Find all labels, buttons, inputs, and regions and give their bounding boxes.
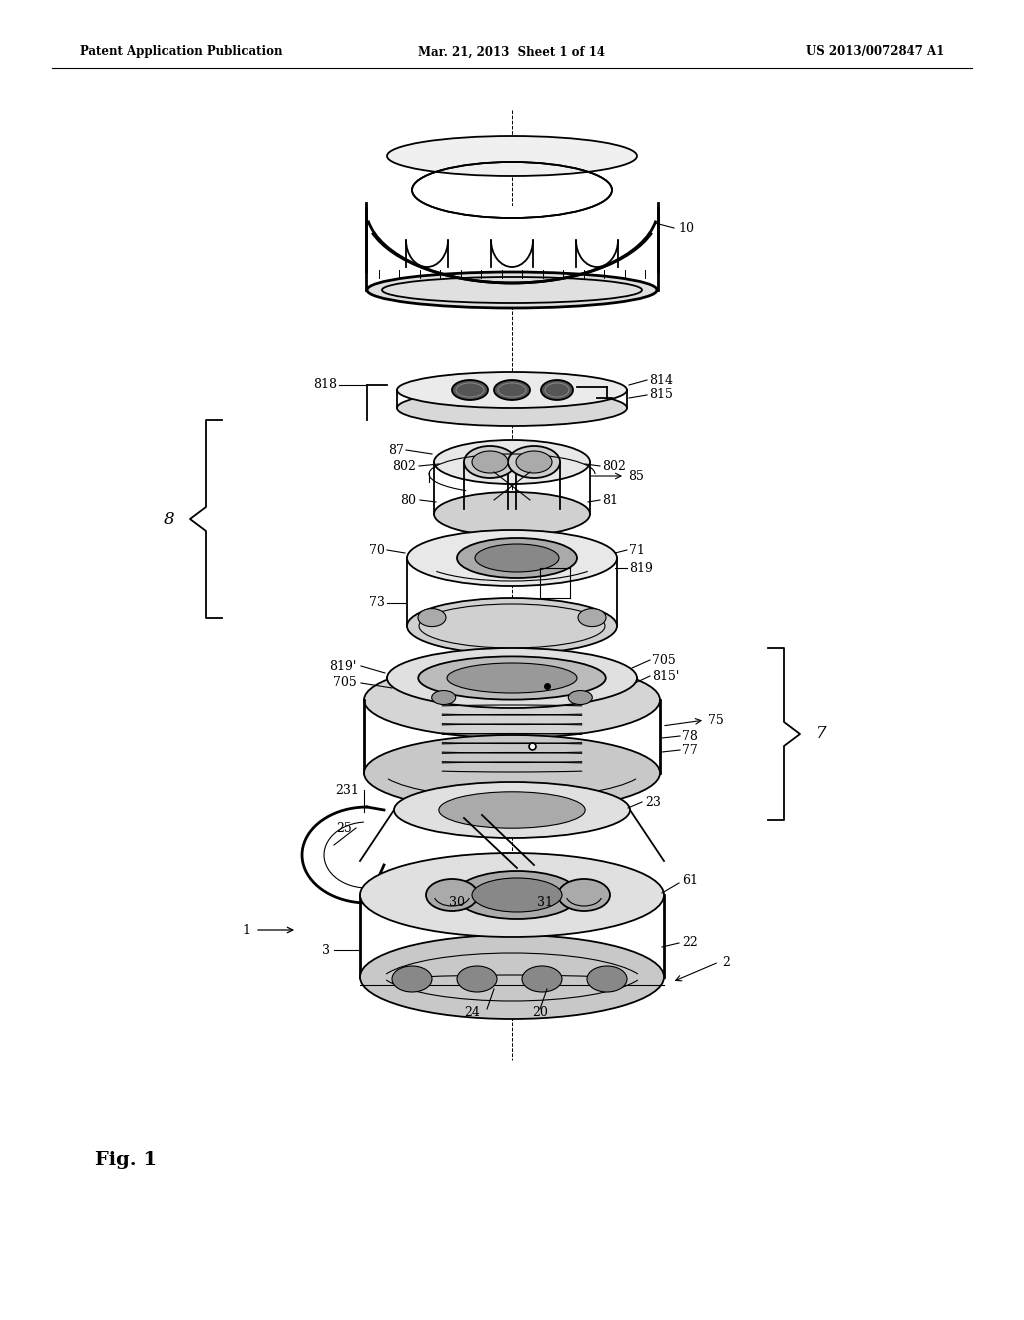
Ellipse shape: [457, 966, 497, 993]
Text: 77: 77: [682, 743, 697, 756]
Ellipse shape: [472, 878, 562, 912]
Ellipse shape: [367, 272, 657, 308]
Ellipse shape: [434, 440, 590, 484]
Ellipse shape: [541, 380, 573, 400]
Ellipse shape: [587, 966, 627, 993]
Text: 8: 8: [164, 511, 174, 528]
Ellipse shape: [558, 879, 610, 911]
Text: 802: 802: [602, 459, 626, 473]
Ellipse shape: [434, 492, 590, 536]
Ellipse shape: [394, 781, 630, 838]
Text: 70: 70: [369, 544, 385, 557]
Text: 815': 815': [652, 669, 679, 682]
Ellipse shape: [455, 871, 579, 919]
Text: 802: 802: [392, 459, 416, 473]
Ellipse shape: [392, 966, 432, 993]
Ellipse shape: [397, 372, 627, 408]
Text: 78: 78: [682, 730, 698, 742]
Ellipse shape: [578, 609, 606, 627]
Text: 25: 25: [336, 821, 352, 834]
Ellipse shape: [464, 446, 516, 478]
Text: 61: 61: [682, 874, 698, 887]
Text: 705: 705: [652, 653, 676, 667]
Ellipse shape: [407, 598, 617, 653]
Text: 819': 819': [330, 660, 357, 672]
Polygon shape: [366, 206, 658, 290]
Text: 819: 819: [629, 561, 653, 574]
Ellipse shape: [457, 539, 577, 578]
Text: 818: 818: [313, 379, 337, 392]
Ellipse shape: [475, 544, 559, 572]
Text: 3: 3: [322, 944, 330, 957]
Ellipse shape: [522, 966, 562, 993]
Ellipse shape: [432, 690, 456, 705]
Text: Fig. 1: Fig. 1: [95, 1151, 157, 1170]
Ellipse shape: [418, 609, 446, 627]
Text: 22: 22: [682, 936, 697, 949]
Text: 24: 24: [464, 1006, 480, 1019]
Ellipse shape: [508, 446, 560, 478]
Text: 814: 814: [649, 374, 673, 387]
Text: 7: 7: [816, 726, 826, 742]
Text: 1: 1: [242, 924, 250, 936]
Text: 10: 10: [678, 222, 694, 235]
Text: US 2013/0072847 A1: US 2013/0072847 A1: [806, 45, 944, 58]
Ellipse shape: [360, 935, 664, 1019]
Ellipse shape: [364, 735, 660, 810]
Ellipse shape: [387, 648, 637, 708]
Text: 815: 815: [649, 388, 673, 401]
Ellipse shape: [439, 792, 585, 828]
Ellipse shape: [407, 531, 617, 586]
Ellipse shape: [360, 853, 664, 937]
Ellipse shape: [418, 656, 606, 700]
Text: 81: 81: [602, 494, 618, 507]
Text: 30: 30: [449, 896, 465, 909]
Text: 2: 2: [722, 956, 730, 969]
Text: 73: 73: [369, 597, 385, 610]
Ellipse shape: [426, 879, 478, 911]
Text: 85: 85: [628, 470, 644, 483]
Ellipse shape: [472, 451, 508, 473]
Ellipse shape: [397, 389, 627, 426]
Ellipse shape: [494, 380, 530, 400]
Text: 231: 231: [335, 784, 359, 796]
Ellipse shape: [447, 663, 577, 693]
Ellipse shape: [568, 690, 592, 705]
Text: 20: 20: [532, 1006, 548, 1019]
Ellipse shape: [452, 380, 488, 400]
Text: Patent Application Publication: Patent Application Publication: [80, 45, 283, 58]
Ellipse shape: [516, 451, 552, 473]
Text: 31: 31: [537, 896, 553, 909]
Ellipse shape: [364, 663, 660, 738]
Text: Mar. 21, 2013  Sheet 1 of 14: Mar. 21, 2013 Sheet 1 of 14: [419, 45, 605, 58]
Text: 87: 87: [388, 444, 404, 457]
Text: 23: 23: [645, 796, 660, 808]
Text: 705: 705: [333, 676, 357, 689]
Text: 71: 71: [629, 544, 645, 557]
Text: 80: 80: [400, 494, 416, 507]
Ellipse shape: [387, 136, 637, 176]
Text: 75: 75: [708, 714, 724, 726]
